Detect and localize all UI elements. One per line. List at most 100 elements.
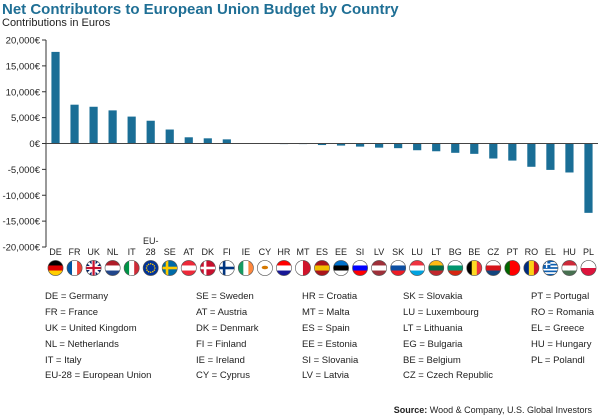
- category-label: BG: [449, 247, 462, 257]
- flag-icon-MT: [295, 260, 311, 276]
- category-label: PL: [583, 247, 594, 257]
- flag-icon-HR: [276, 260, 292, 276]
- legend-column-3: HR = Croatia MT = Malta ES = Spain EE = …: [302, 289, 358, 384]
- legend-entry: EE = Estonia: [302, 338, 358, 350]
- category-label: EE: [335, 247, 347, 257]
- chart-title: Net Contributors to European Union Budge…: [2, 1, 399, 18]
- category-label: EU-28: [143, 236, 159, 257]
- source-note: Source: Wood & Company, U.S. Global Inve…: [394, 405, 592, 415]
- category-label: AT: [183, 247, 194, 257]
- category-label: UK: [87, 247, 100, 257]
- flag-icon-LT: [428, 260, 445, 276]
- category-label: HR: [277, 247, 290, 257]
- y-tick-label: 5,000€: [11, 113, 41, 124]
- flag-icon-HU: [561, 260, 578, 276]
- category-label: NL: [107, 247, 119, 257]
- bar-SE: [165, 129, 174, 144]
- category-label: CY: [259, 247, 272, 257]
- bar-NL: [108, 110, 117, 144]
- legend-entry: EG = Bulgaria: [403, 338, 463, 350]
- category-label: LT: [431, 247, 441, 257]
- bar-EE: [336, 143, 346, 146]
- legend-entry: LU = Luxembourg: [403, 306, 479, 318]
- category-label: RO: [525, 247, 539, 257]
- legend-entry: AT = Austria: [196, 306, 248, 318]
- legend-entry: CZ = Czech Republic: [403, 370, 494, 382]
- flag-icon-DK: [199, 260, 216, 276]
- flag-icon-BE: [466, 260, 483, 276]
- legend-entry: NL = Netherlands: [45, 338, 119, 350]
- flag-icon-LU: [409, 260, 426, 276]
- legend-entry: UK = United Kingdom: [45, 322, 137, 334]
- legend-entry: DE = Germany: [45, 291, 109, 302]
- y-tick-label: 15,000€: [6, 61, 41, 72]
- flag-icon-FI: [218, 260, 235, 276]
- flag-icon-EU-28: [142, 260, 159, 276]
- legend-entry: PT = Portugal: [531, 291, 590, 302]
- bar-LT: [432, 143, 441, 152]
- bar-BG: [451, 143, 460, 153]
- legend-entry: HR = Croatia: [302, 291, 358, 302]
- bar-EL: [546, 143, 555, 170]
- y-tick-label: -10,000€: [2, 191, 40, 202]
- y-tick-label: -15,000€: [2, 217, 40, 228]
- legend-entry: SE = Sweden: [196, 291, 254, 302]
- flag-icon-RO: [523, 260, 540, 276]
- flag-icon-DE: [47, 260, 64, 276]
- category-label: BE: [468, 247, 480, 257]
- bar-EU-28: [146, 120, 155, 144]
- flag-icon-IT: [123, 260, 140, 276]
- legend-entry: LV = Latvia: [302, 370, 350, 382]
- category-label: IE: [242, 247, 251, 257]
- flag-icon-AT: [180, 260, 197, 276]
- legend-entry: CY = Cyprus: [196, 370, 250, 382]
- bar-DE: [51, 51, 60, 144]
- legend-entry: IE = Ireland: [196, 354, 245, 366]
- legend-column-4: SK = Slovakia LU = Luxembourg LT = Lithu…: [403, 289, 493, 384]
- flag-icon-CY: [256, 260, 273, 276]
- category-label: DE: [49, 247, 62, 257]
- source-label: Source:: [393, 405, 428, 415]
- bar-DK: [203, 138, 212, 144]
- bar-PL: [584, 143, 593, 213]
- category-label: MT: [296, 247, 309, 257]
- chart-subtitle: Contributions in Euros: [2, 17, 111, 29]
- y-tick-label: 20,000€: [6, 36, 41, 47]
- y-tick-label: -5,000€: [8, 165, 41, 176]
- legend-entry: PL = Polandl: [531, 354, 585, 366]
- bar-BE: [470, 143, 479, 154]
- flag-icon-BG: [447, 260, 464, 276]
- legend-entry: ES = Spain: [302, 322, 350, 334]
- legend-entry: SI = Slovania: [302, 354, 359, 366]
- legend-entry: LT = Lithuania: [403, 322, 463, 334]
- bar-UK: [89, 106, 98, 144]
- flag-icon-EE: [333, 260, 349, 276]
- legend-entry: EL = Greece: [531, 322, 585, 334]
- bar-FR: [70, 104, 79, 144]
- bar-LV: [375, 143, 384, 148]
- flag-icon-ES: [314, 260, 330, 276]
- category-label: SE: [164, 247, 176, 257]
- flag-icon-IE: [237, 260, 254, 276]
- bar-SK: [394, 143, 403, 149]
- category-label: FI: [223, 247, 231, 257]
- flag-icon-NL: [104, 260, 121, 276]
- flag-icon-SE: [161, 260, 178, 276]
- legend-entry: FR = France: [45, 306, 99, 318]
- legend-entry: EU-28 = European Union: [45, 370, 152, 382]
- legend-entry: DK = Denmark: [196, 322, 259, 334]
- bar-CZ: [489, 143, 498, 159]
- flag-icon-FR: [66, 260, 83, 276]
- source-text: Wood & Company, U.S. Global Investors: [427, 405, 592, 415]
- y-tick-label: 10,000€: [6, 87, 41, 98]
- category-label: CZ: [487, 247, 499, 257]
- legend-entry: BE = Belgium: [403, 354, 461, 366]
- legend-column-5: PT = Portugal RO = Romania EL = Greece H…: [531, 289, 594, 368]
- category-label: LV: [374, 247, 384, 257]
- bar-FI: [222, 139, 231, 144]
- legend-entry: IT = Italy: [45, 354, 82, 366]
- category-label: LU: [411, 247, 423, 257]
- bar-PT: [508, 143, 517, 161]
- y-tick-label: 0€: [29, 139, 40, 150]
- flag-icon-SI: [352, 260, 368, 276]
